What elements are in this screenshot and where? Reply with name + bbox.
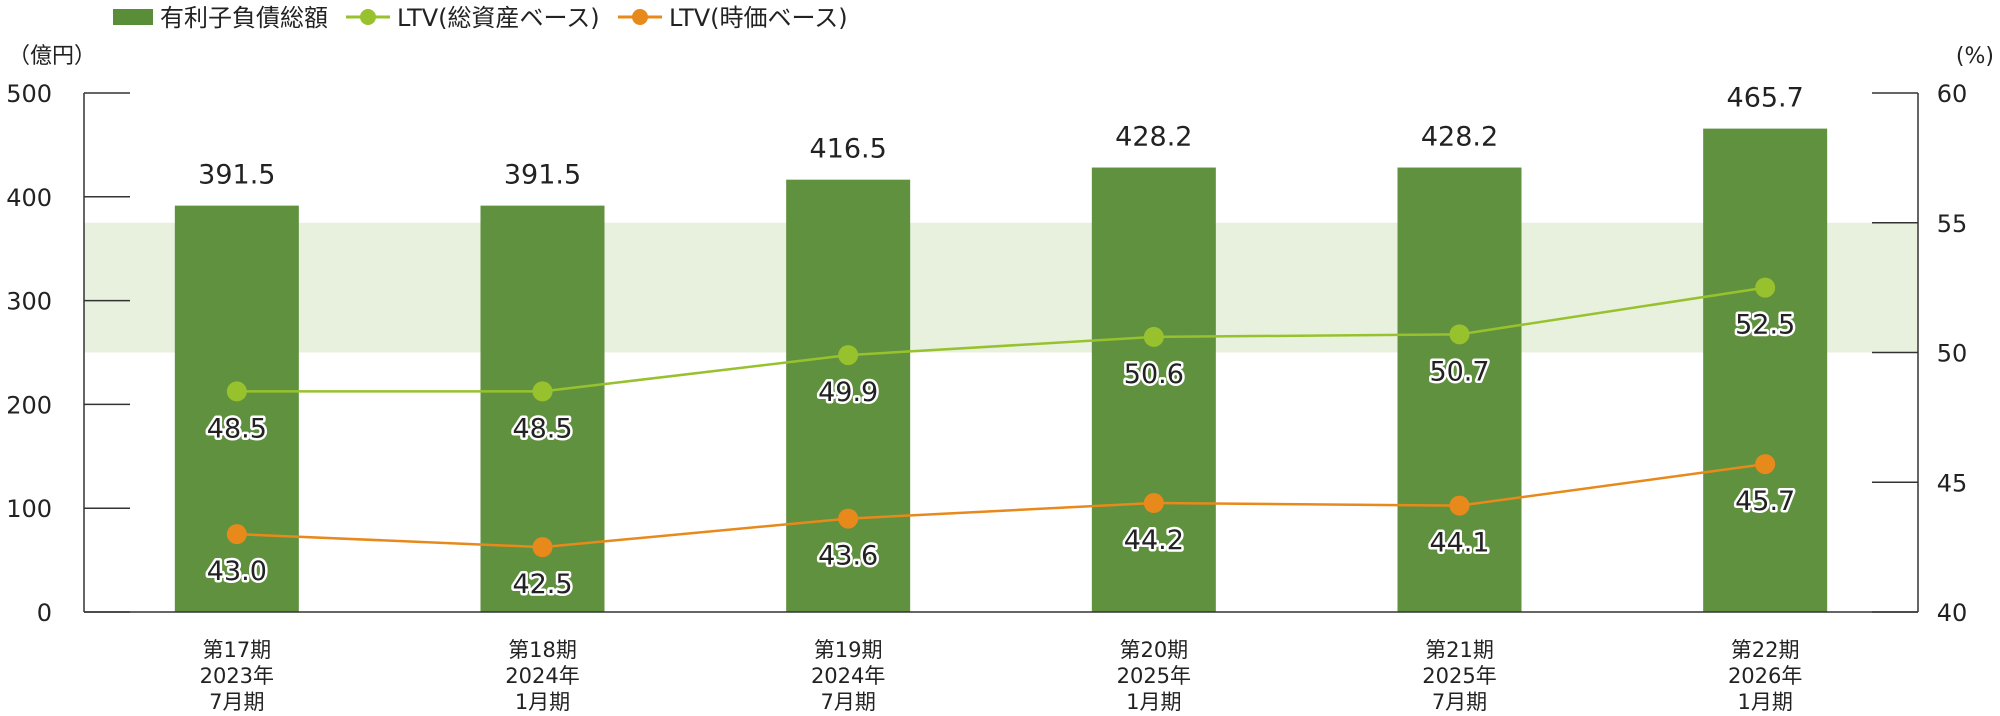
legend-ltv-assets-label: LTV(総資産ベース) — [397, 4, 600, 32]
x-category-label: 2024年 — [505, 664, 579, 688]
bar-value-label: 391.5 — [198, 160, 275, 191]
right-tick-label: 55 — [1937, 210, 1968, 238]
legend-ltv-market-marker — [632, 9, 648, 25]
x-category-label: 2024年 — [811, 664, 885, 688]
bar-value-label: 416.5 — [810, 134, 887, 165]
target-band-layer — [84, 222, 1918, 353]
x-category-label: 第21期 — [1425, 638, 1494, 662]
x-category-label: 1月期 — [515, 690, 570, 714]
left-tick-label: 200 — [6, 391, 52, 419]
x-category-label: 第17期 — [202, 638, 271, 662]
left-tick-label: 400 — [6, 184, 52, 212]
bar-value-label: 391.5 — [504, 160, 581, 191]
ltv-market-value-label: 44.2 — [1124, 525, 1184, 556]
bar-value-label: 428.2 — [1421, 122, 1498, 153]
left-tick-label: 100 — [6, 495, 52, 523]
ltv-market-point — [1755, 454, 1776, 475]
ltv-market-value-label: 43.6 — [818, 541, 878, 572]
ltv-market-point — [838, 508, 859, 529]
ltv-assets-point — [838, 345, 859, 366]
ltv-assets-value-label: 48.5 — [207, 413, 267, 444]
ltv-market-point — [1143, 493, 1164, 514]
ltv-market-point — [532, 537, 553, 558]
right-tick-label: 40 — [1937, 599, 1968, 627]
ltv-assets-point — [532, 381, 553, 402]
left-tick-label: 300 — [6, 288, 52, 316]
right-tick-label: 50 — [1937, 340, 1968, 368]
x-category-label: 7月期 — [1432, 690, 1487, 714]
legend-ltv-market-label: LTV(時価ベース) — [669, 4, 848, 32]
x-category-label: 7月期 — [209, 690, 264, 714]
target-band — [84, 222, 1918, 353]
left-axis-unit: （億円） — [8, 44, 96, 69]
x-category-label: 第22期 — [1731, 638, 1800, 662]
right-axis-unit: (%) — [1956, 44, 1994, 69]
ltv-market-line — [236, 462, 1766, 549]
x-category-label: 第19期 — [814, 638, 883, 662]
ltv-assets-value-label: 48.5 — [512, 413, 572, 444]
right-tick-label: 45 — [1937, 469, 1968, 497]
ltv-assets-point — [226, 381, 247, 402]
ltv-market-value-label: 45.7 — [1735, 486, 1795, 517]
x-category-label: 第18期 — [508, 638, 577, 662]
ltv-market-value-label: 44.1 — [1429, 528, 1489, 559]
ltv-assets-line — [236, 286, 1766, 393]
ltv-market-value-label: 43.0 — [207, 556, 267, 587]
legend-debt-label: 有利子負債総額 — [160, 4, 328, 32]
bar — [1703, 128, 1828, 612]
left-tick-label: 500 — [6, 80, 52, 108]
ltv-market-point — [1449, 495, 1470, 516]
bar-layer — [174, 128, 1828, 613]
bar-value-label: 428.2 — [1115, 122, 1192, 153]
label-layer: 391.5 391.5 416.5 428.2 428.2 465.7 48.5 48.5 49… — [198, 83, 1804, 603]
x-category-label: 1月期 — [1126, 690, 1181, 714]
x-category-label: 1月期 — [1737, 690, 1792, 714]
right-tick-label: 60 — [1937, 80, 1968, 108]
ltv-assets-value-label: 50.7 — [1429, 356, 1489, 387]
x-category-label: 2026年 — [1728, 664, 1802, 688]
ltv-market-point — [226, 524, 247, 545]
axis-layer: 01002003004005004045505560第17期2023年7月期第1… — [6, 80, 1967, 714]
bar — [1091, 167, 1216, 613]
x-category-label: 7月期 — [820, 690, 875, 714]
ltv-market-value-label: 42.5 — [512, 569, 572, 600]
ltv-assets-point — [1755, 277, 1776, 298]
bar-value-label: 465.7 — [1727, 83, 1804, 114]
legend-debt-swatch — [113, 9, 153, 25]
ltv-assets-value-label: 50.6 — [1124, 359, 1184, 390]
ltv-assets-point — [1449, 324, 1470, 345]
x-category-label: 第20期 — [1119, 638, 1188, 662]
ltv-assets-value-label: 52.5 — [1735, 310, 1795, 341]
bar — [174, 205, 299, 613]
left-tick-label: 0 — [37, 599, 52, 627]
x-category-label: 2023年 — [200, 664, 274, 688]
line-layer — [226, 277, 1776, 558]
x-category-label: 2025年 — [1422, 664, 1496, 688]
legend-ltv-assets-marker — [360, 9, 376, 25]
chart-legend: 有利子負債総額 LTV(総資産ベース) LTV(時価ベース) — [113, 4, 848, 32]
bar — [786, 179, 911, 612]
bar — [1397, 167, 1522, 613]
ltv-assets-value-label: 49.9 — [818, 377, 878, 408]
x-category-label: 2025年 — [1117, 664, 1191, 688]
ltv-assets-point — [1143, 326, 1164, 347]
